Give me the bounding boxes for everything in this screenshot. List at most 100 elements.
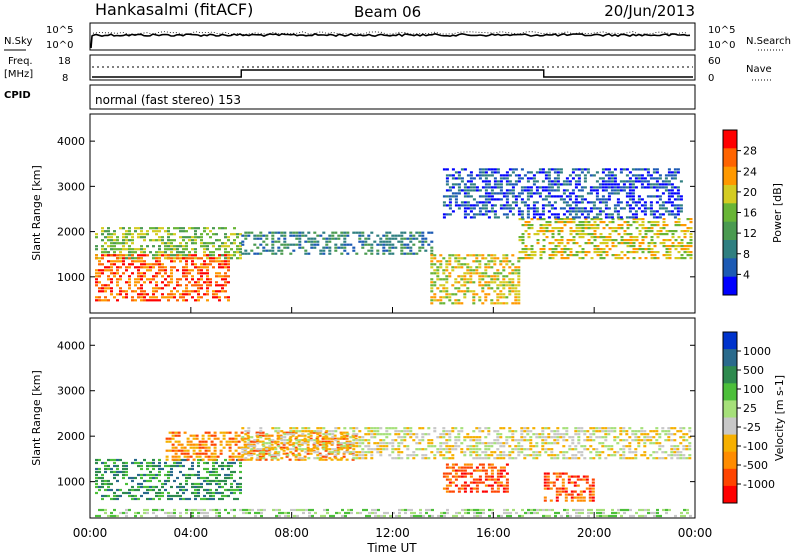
heatmap-cell xyxy=(348,443,352,446)
heatmap-cell xyxy=(628,183,632,186)
colorbar-segment xyxy=(723,349,737,367)
heatmap-cell xyxy=(478,475,482,478)
heatmap-cell xyxy=(236,233,239,236)
heatmap-cell xyxy=(662,221,666,224)
heatmap-cell xyxy=(487,263,491,266)
heatmap-cell xyxy=(601,445,605,448)
heatmap-cell xyxy=(140,494,143,498)
heatmap-cell xyxy=(634,177,638,180)
heatmap-cell xyxy=(472,281,476,284)
heatmap-cell xyxy=(481,204,485,207)
heatmap-cell xyxy=(616,183,620,186)
heatmap-cell xyxy=(182,293,185,296)
heatmap-cell xyxy=(499,204,503,207)
heatmap-cell xyxy=(676,213,680,216)
heatmap-cell xyxy=(502,195,506,198)
heatmap-cell xyxy=(524,221,528,224)
heatmap-cell xyxy=(203,260,206,263)
heatmap-cell xyxy=(270,443,274,446)
heatmap-cell xyxy=(484,451,488,454)
heatmap-cell xyxy=(140,230,143,233)
heatmap-cell xyxy=(593,233,597,236)
heatmap-cell xyxy=(626,239,630,242)
heatmap-cell xyxy=(167,242,170,245)
heatmap-cell xyxy=(445,290,449,293)
heatmap-cell xyxy=(683,257,687,260)
heatmap-cell xyxy=(191,227,194,230)
heatmap-cell xyxy=(104,511,107,515)
heatmap-cell xyxy=(113,245,116,248)
heatmap-cell xyxy=(484,436,488,439)
heatmap-cell xyxy=(230,508,233,512)
heatmap-cell xyxy=(230,242,233,245)
heatmap-cell xyxy=(439,263,443,266)
heatmap-cell xyxy=(445,439,449,442)
heatmap-cell xyxy=(107,269,110,272)
heatmap-cell xyxy=(514,168,518,171)
heatmap-cell xyxy=(454,287,458,290)
heatmap-cell xyxy=(667,171,671,174)
heatmap-cell xyxy=(591,499,595,502)
heatmap-cell xyxy=(213,449,217,452)
heatmap-cell xyxy=(448,213,452,216)
heatmap-cell xyxy=(577,439,581,442)
heatmap-cell xyxy=(445,475,449,478)
heatmap-cell xyxy=(493,481,497,484)
heatmap-cell xyxy=(244,249,248,252)
heatmap-cell xyxy=(167,514,170,518)
heatmap-cell xyxy=(146,293,149,296)
heatmap-cell xyxy=(101,479,104,483)
heatmap-cell xyxy=(155,233,158,236)
heatmap-cell xyxy=(568,174,572,177)
heatmap-cell xyxy=(292,234,296,237)
heatmap-cell xyxy=(325,445,329,448)
heatmap-cell xyxy=(511,278,515,281)
heatmap-cell xyxy=(213,446,217,449)
heatmap-cell xyxy=(179,242,182,245)
heatmap-cell xyxy=(259,430,263,433)
heatmap-cell xyxy=(561,490,565,493)
heatmap-cell xyxy=(496,430,500,433)
heatmap-cell xyxy=(478,469,482,472)
heatmap-cell xyxy=(463,484,467,487)
heatmap-cell xyxy=(322,433,326,436)
heatmap-cell xyxy=(524,248,528,251)
heatmap-cell xyxy=(472,189,476,192)
heatmap-cell xyxy=(328,457,332,460)
heatmap-cell xyxy=(553,189,557,192)
heatmap-cell xyxy=(472,299,476,302)
heatmap-cell xyxy=(104,296,107,299)
heatmap-cell xyxy=(213,443,217,446)
colorbar-segment xyxy=(723,451,737,470)
heatmap-cell xyxy=(604,180,608,183)
heatmap-cell xyxy=(499,302,503,305)
heatmap-cell xyxy=(203,227,206,230)
heatmap-cell xyxy=(227,254,230,257)
heatmap-cell xyxy=(475,478,479,481)
heatmap-cell xyxy=(104,230,107,233)
heatmap-cell xyxy=(590,233,594,236)
heatmap-cell xyxy=(511,171,515,174)
heatmap-cell xyxy=(650,227,654,230)
heatmap-cell xyxy=(430,231,434,234)
heatmap-cell xyxy=(215,508,218,512)
heatmap-cell xyxy=(297,440,301,443)
heatmap-cell xyxy=(619,433,623,436)
heatmap-cell xyxy=(484,475,488,478)
heatmap-cell xyxy=(445,466,449,469)
heatmap-cell xyxy=(637,198,641,201)
heatmap-cell xyxy=(321,455,325,458)
heatmap-cell xyxy=(655,451,659,454)
heatmap-cell xyxy=(334,430,338,433)
heatmap-cell xyxy=(448,207,452,210)
heatmap-cell xyxy=(294,431,298,434)
heatmap-cell xyxy=(661,180,665,183)
heatmap-cell xyxy=(661,186,665,189)
cpid-text: normal (fast stereo) 153 xyxy=(95,93,241,107)
heatmap-cell xyxy=(433,263,437,266)
station-title: Hankasalmi (fitACF) xyxy=(95,0,253,19)
heatmap-cell xyxy=(173,287,176,290)
heatmap-cell xyxy=(203,230,206,233)
heatmap-cell xyxy=(304,240,308,243)
